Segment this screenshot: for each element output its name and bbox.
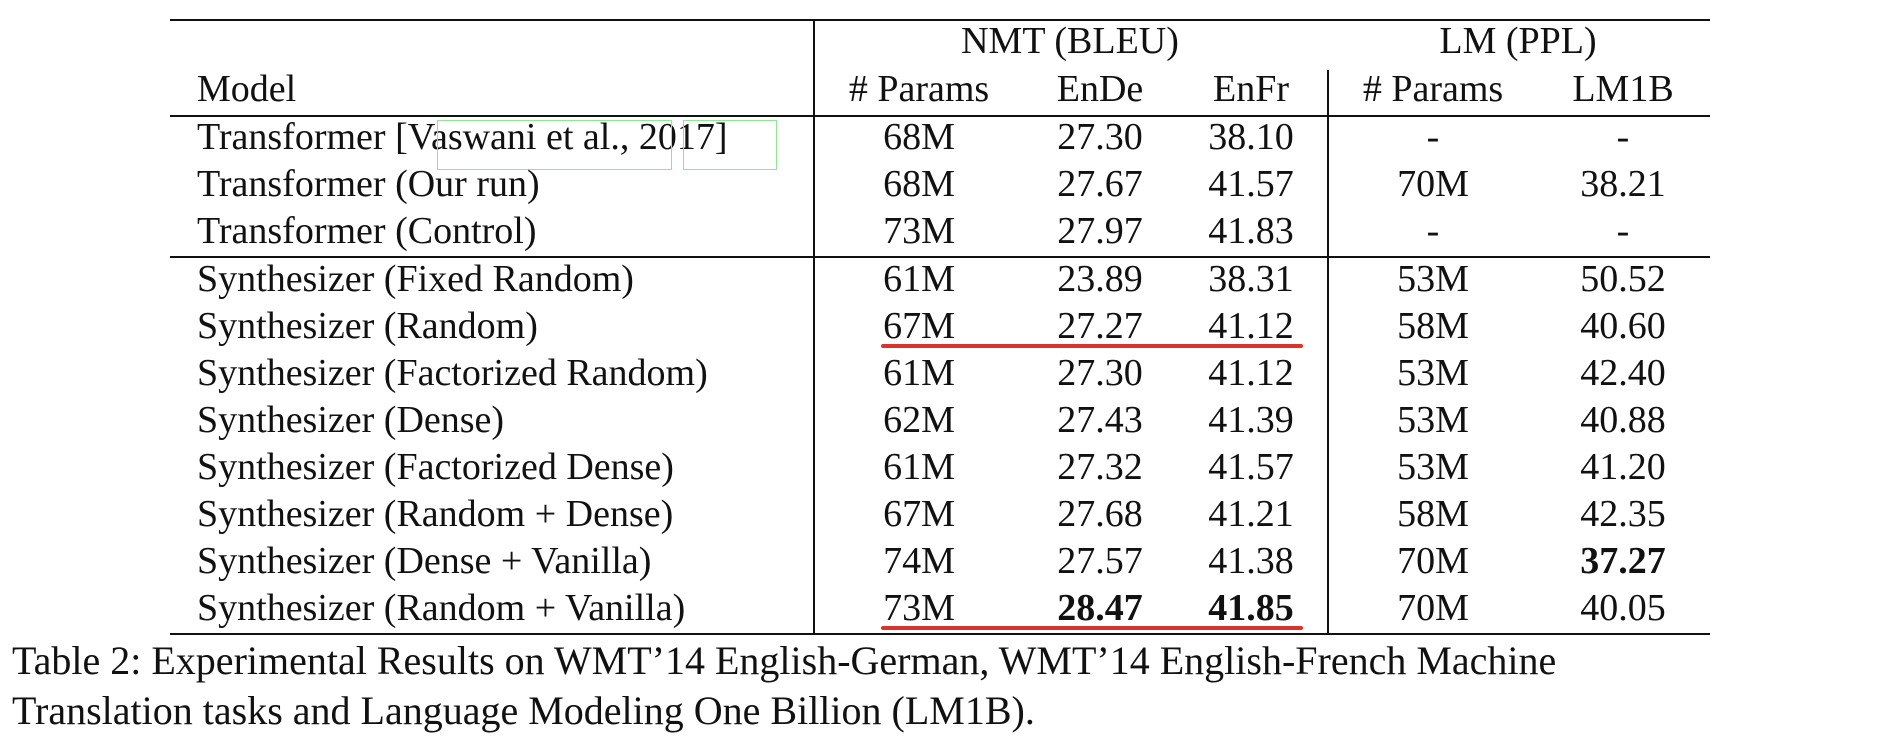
cell-ende-best: 28.47	[1057, 587, 1143, 629]
table-row-model: Synthesizer (Factorized Random)	[197, 352, 708, 394]
cell-nmt-params: 61M	[883, 352, 955, 394]
cell-lm1b: 41.20	[1580, 446, 1666, 488]
cell-lm1b: -	[1616, 116, 1630, 158]
highlight-underline-random-vanilla	[881, 626, 1303, 630]
cell-lm1b: 50.52	[1580, 258, 1666, 300]
cell-enfr: 41.83	[1208, 210, 1294, 252]
table-row-model: Transformer [Vaswani et al., 2017]	[197, 114, 728, 160]
cell-lm-params: 70M	[1397, 587, 1469, 629]
group-separator-rule	[170, 256, 1710, 258]
table-caption-line-1: Table 2: Experimental Results on WMT’14 …	[12, 638, 1557, 683]
table-caption-line-2: Translation tasks and Language Modeling …	[12, 688, 1035, 733]
cell-nmt-params: 68M	[883, 163, 955, 205]
cell-enfr: 41.57	[1208, 446, 1294, 488]
cell-lm-params: 53M	[1397, 352, 1469, 394]
cell-ende: 27.30	[1057, 352, 1143, 394]
cell-lm1b: 38.21	[1580, 163, 1666, 205]
table-row-model: Synthesizer (Factorized Dense)	[197, 446, 674, 488]
column-header-enfr: EnFr	[1213, 68, 1289, 110]
cell-enfr-best: 41.85	[1208, 587, 1294, 629]
cell-nmt-params: 67M	[883, 305, 955, 347]
column-header-nmt-params: # Params	[848, 68, 990, 110]
table-row-model: Transformer (Our run)	[197, 163, 540, 205]
cell-lm-params: 58M	[1397, 493, 1469, 535]
group-header-nmt: NMT (BLEU)	[961, 20, 1179, 62]
cell-lm1b: -	[1616, 210, 1630, 252]
cell-nmt-params: 73M	[883, 210, 955, 252]
cell-lm1b: 40.60	[1580, 305, 1666, 347]
cell-lm-params: -	[1426, 116, 1440, 158]
cell-enfr: 38.10	[1208, 116, 1294, 158]
table-row-model: Synthesizer (Random + Vanilla)	[197, 587, 686, 629]
table-row-model: Synthesizer (Dense)	[197, 399, 505, 441]
column-header-ende: EnDe	[1056, 68, 1144, 110]
cell-lm1b: 42.40	[1580, 352, 1666, 394]
table-row-model: Synthesizer (Random + Dense)	[197, 493, 674, 535]
citation-author-link-box	[437, 120, 672, 170]
cell-nmt-params: 62M	[883, 399, 955, 441]
cell-lm1b: 40.05	[1580, 587, 1666, 629]
column-header-model: Model	[197, 68, 297, 110]
cell-ende: 27.97	[1057, 210, 1143, 252]
cell-nmt-params: 73M	[883, 587, 955, 629]
citation-author-link[interactable]: Vaswani et al.	[407, 116, 620, 158]
cell-ende: 27.30	[1057, 116, 1143, 158]
model-name-suffix: ]	[714, 116, 728, 158]
cell-lm1b-best: 37.27	[1580, 540, 1666, 582]
citation-year-link-box	[683, 120, 777, 170]
cell-ende: 27.57	[1057, 540, 1143, 582]
column-header-lm-params: # Params	[1362, 68, 1504, 110]
cell-nmt-params: 61M	[883, 258, 955, 300]
table-row-model: Transformer (Control)	[197, 210, 537, 252]
cell-ende: 23.89	[1057, 258, 1143, 300]
cell-ende: 27.27	[1057, 305, 1143, 347]
column-header-lm1b: LM1B	[1572, 68, 1674, 110]
header-bottom-rule	[170, 115, 1710, 117]
cell-enfr: 41.21	[1208, 493, 1294, 535]
cell-nmt-params: 68M	[883, 116, 955, 158]
cell-ende: 27.68	[1057, 493, 1143, 535]
table-bottom-rule	[170, 633, 1710, 635]
cell-lm-params: 53M	[1397, 258, 1469, 300]
model-name-prefix: Transformer [	[197, 116, 408, 158]
group-header-lm: LM (PPL)	[1439, 20, 1597, 62]
cell-enfr: 41.12	[1208, 305, 1294, 347]
citation-year-link[interactable]: 2017	[638, 116, 715, 158]
cell-ende: 27.43	[1057, 399, 1143, 441]
cell-nmt-params: 67M	[883, 493, 955, 535]
cell-lm-params: 53M	[1397, 446, 1469, 488]
model-column-divider	[813, 19, 815, 635]
cell-enfr: 38.31	[1208, 258, 1294, 300]
cell-lm1b: 40.88	[1580, 399, 1666, 441]
table-row-model: Synthesizer (Dense + Vanilla)	[197, 540, 652, 582]
cell-enfr: 41.57	[1208, 163, 1294, 205]
cell-enfr: 41.38	[1208, 540, 1294, 582]
cell-lm1b: 42.35	[1580, 493, 1666, 535]
highlight-underline-random	[881, 344, 1303, 348]
citation-separator: ,	[619, 116, 639, 158]
cell-ende: 27.67	[1057, 163, 1143, 205]
cell-nmt-params: 61M	[883, 446, 955, 488]
cell-lm-params: 53M	[1397, 399, 1469, 441]
cell-enfr: 41.12	[1208, 352, 1294, 394]
cell-nmt-params: 74M	[883, 540, 955, 582]
table-row-model: Synthesizer (Random)	[197, 305, 538, 347]
cell-lm-params: 70M	[1397, 163, 1469, 205]
table-top-rule	[170, 19, 1710, 21]
table-row-model: Synthesizer (Fixed Random)	[197, 258, 634, 300]
cell-enfr: 41.39	[1208, 399, 1294, 441]
cell-lm-params: -	[1426, 210, 1440, 252]
cell-lm-params: 70M	[1397, 540, 1469, 582]
cell-lm-params: 58M	[1397, 305, 1469, 347]
nmt-lm-divider	[1327, 70, 1329, 635]
cell-ende: 27.32	[1057, 446, 1143, 488]
